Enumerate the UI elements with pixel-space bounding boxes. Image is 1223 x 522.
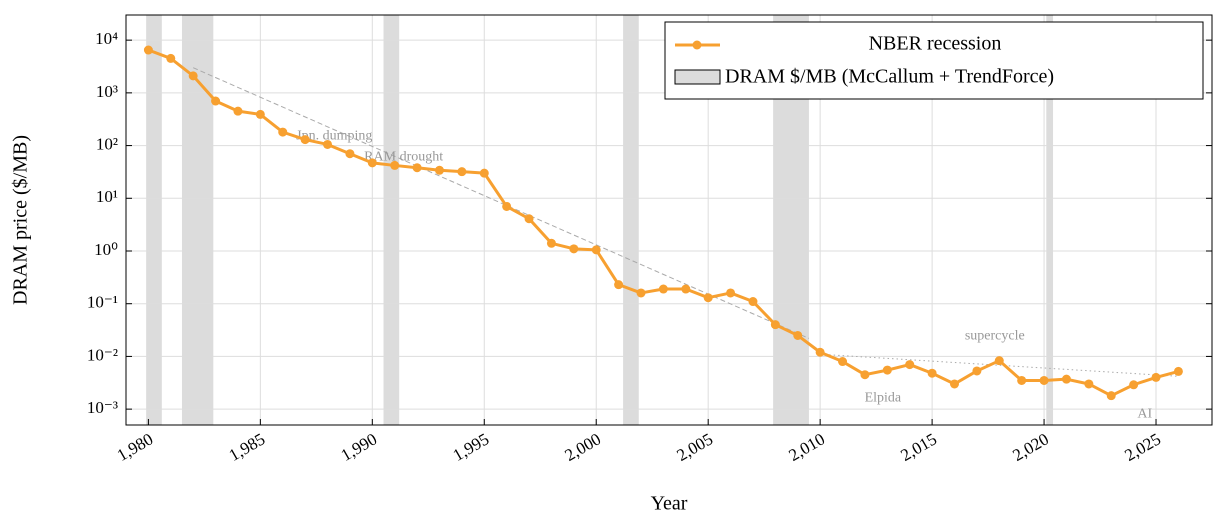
y-tick-label: 10⁻² [87, 345, 118, 364]
point [681, 284, 691, 294]
x-tick-label: 1,990 [338, 429, 381, 465]
point [323, 139, 333, 149]
point [255, 109, 265, 119]
legend-box [664, 21, 1204, 100]
point [211, 96, 221, 106]
x-tick-label: 2,000 [562, 429, 605, 465]
recession-band [146, 15, 162, 425]
point [591, 245, 601, 255]
point [1129, 380, 1139, 390]
legend-label: DRAM $/MB (McCallum + TrendForce) [725, 66, 1054, 88]
y-axis-label: DRAM price ($/MB) [10, 135, 32, 305]
x-tick-label: 2,005 [674, 429, 717, 465]
point [1061, 374, 1071, 384]
x-tick-label: 1,985 [226, 429, 269, 465]
point [815, 347, 825, 357]
point [457, 167, 467, 177]
x-tick-label: 1,995 [450, 429, 493, 465]
legend-label: NBER recession [869, 33, 1002, 55]
point [412, 163, 422, 173]
point [143, 45, 153, 55]
x-tick-label: 2,015 [897, 429, 940, 465]
y-tick-label: 10² [96, 134, 118, 153]
point [748, 297, 758, 307]
point [367, 158, 377, 168]
x-tick-label: 2,010 [785, 429, 828, 465]
point [479, 168, 489, 178]
point [502, 201, 512, 211]
point [1017, 375, 1027, 385]
point [793, 330, 803, 340]
recession-band [1046, 15, 1054, 425]
point [345, 149, 355, 159]
point [1039, 375, 1049, 385]
x-tick-label: 1,980 [114, 429, 157, 465]
recession-band [383, 15, 400, 425]
point [1106, 391, 1116, 401]
annotation: supercycle [965, 329, 1025, 344]
legend-swatch [674, 69, 721, 85]
point [233, 106, 243, 116]
point [188, 71, 198, 81]
point [166, 53, 176, 63]
point [838, 357, 848, 367]
point [949, 379, 959, 389]
trend-line [192, 67, 810, 339]
y-tick-label: 10⁰ [94, 240, 118, 259]
point [994, 356, 1004, 366]
annotation: RAM drought [364, 149, 443, 164]
point [1151, 372, 1161, 382]
point [524, 214, 534, 224]
point [726, 288, 736, 298]
point [546, 238, 556, 248]
legend-marker [692, 40, 702, 50]
point [569, 244, 579, 254]
point [882, 365, 892, 375]
recession-band [181, 15, 214, 425]
x-axis-label: Year [651, 493, 688, 515]
y-tick-label: 10¹ [96, 187, 118, 206]
point [390, 160, 400, 170]
series-line [147, 48, 1179, 398]
point [434, 165, 444, 175]
point [905, 360, 915, 370]
plot-frame [125, 14, 1213, 426]
recession-band [623, 15, 639, 425]
x-tick-label: 2,025 [1121, 429, 1164, 465]
point [300, 135, 310, 145]
y-tick-label: 10⁴ [95, 29, 118, 48]
annotation: Jpn. dumping [296, 129, 372, 144]
point [972, 366, 982, 376]
annotation: AI [1137, 406, 1152, 421]
point [1173, 366, 1183, 376]
y-tick-label: 10³ [96, 82, 118, 101]
point [278, 127, 288, 137]
point [770, 320, 780, 330]
point [860, 370, 870, 380]
annotation: Elpida [865, 391, 902, 406]
point [636, 288, 646, 298]
point [614, 280, 624, 290]
point [927, 368, 937, 378]
x-tick-label: 2,020 [1009, 429, 1052, 465]
y-tick-label: 10⁻¹ [87, 293, 118, 312]
point [703, 293, 713, 303]
point [658, 284, 668, 294]
trend-line [820, 353, 1179, 377]
point [1084, 379, 1094, 389]
y-tick-label: 10⁻³ [87, 398, 118, 417]
